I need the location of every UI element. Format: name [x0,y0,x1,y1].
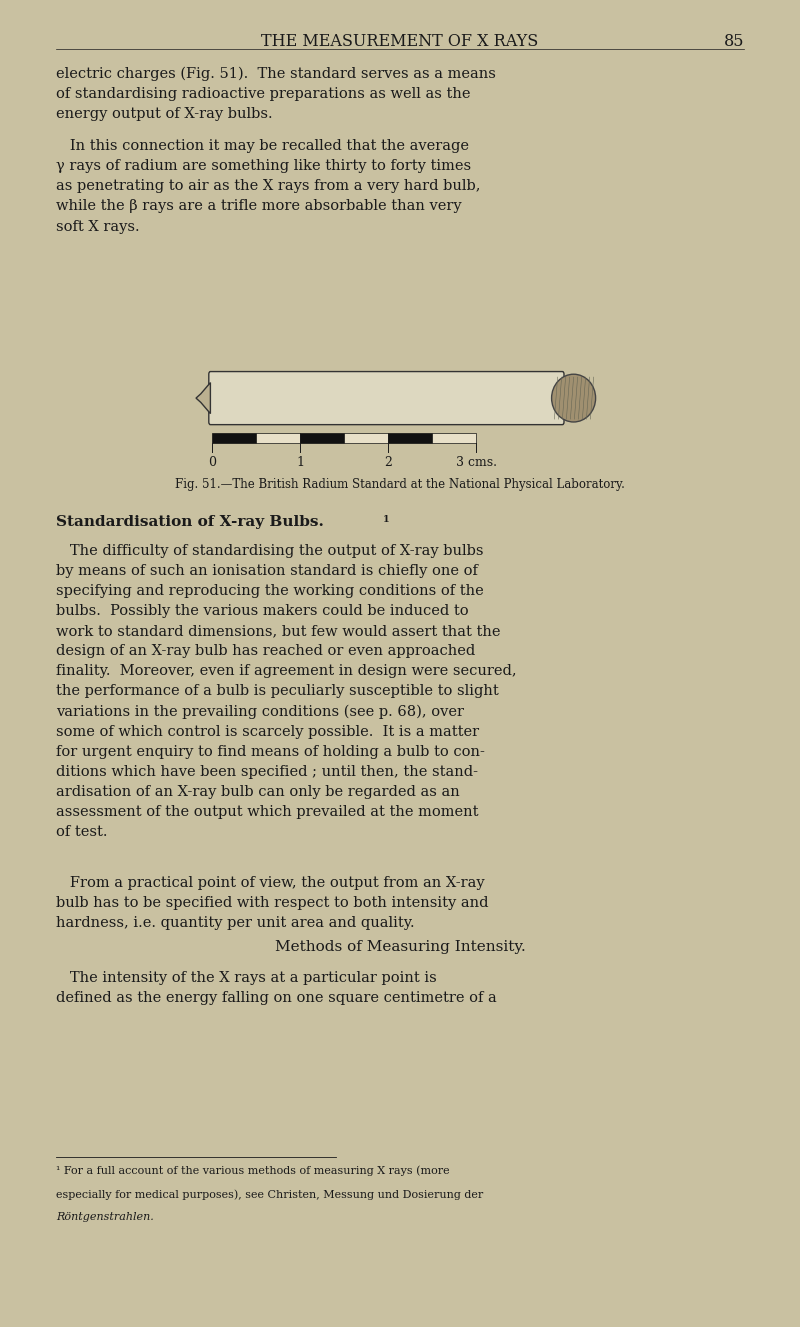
Text: Standardisation of X-ray Bulbs.: Standardisation of X-ray Bulbs. [56,515,324,529]
Text: 85: 85 [723,33,744,50]
Text: electric charges (Fig. 51).  The standard serves as a means
of standardising rad: electric charges (Fig. 51). The standard… [56,66,496,121]
Text: In this connection it may be recalled that the average
γ rays of radium are some: In this connection it may be recalled th… [56,139,481,234]
Text: Röntgenstrahlen.: Röntgenstrahlen. [56,1212,154,1222]
Bar [300,433,344,442]
Text: ¹ For a full account of the various methods of measuring X rays (more: ¹ For a full account of the various meth… [56,1165,450,1176]
Text: 3 cms.: 3 cms. [455,455,497,468]
Text: THE MEASUREMENT OF X RAYS: THE MEASUREMENT OF X RAYS [262,33,538,50]
Text: From a practical point of view, the output from an X-ray
bulb has to be specifie: From a practical point of view, the outp… [56,876,489,930]
Text: 2: 2 [384,455,392,468]
Text: Methods of Measuring Intensity.: Methods of Measuring Intensity. [274,940,526,954]
Bar [256,433,300,442]
Bar [432,433,476,442]
Bar [344,433,388,442]
Bar [388,433,432,442]
Text: The intensity of the X rays at a particular point is
defined as the energy falli: The intensity of the X rays at a particu… [56,971,497,1006]
Text: Fig. 51.—The British Radium Standard at the National Physical Laboratory.: Fig. 51.—The British Radium Standard at … [175,478,625,491]
Ellipse shape [551,374,595,422]
Text: 1: 1 [296,455,304,468]
Text: especially for medical purposes), see Christen, Messung und Dosierung der: especially for medical purposes), see Ch… [56,1189,483,1200]
Bar [212,433,256,442]
FancyBboxPatch shape [209,372,564,425]
Text: The difficulty of standardising the output of X-ray bulbs
by means of such an io: The difficulty of standardising the outp… [56,544,517,840]
Polygon shape [196,382,210,414]
Text: 0: 0 [208,455,216,468]
Text: 1: 1 [382,515,389,524]
